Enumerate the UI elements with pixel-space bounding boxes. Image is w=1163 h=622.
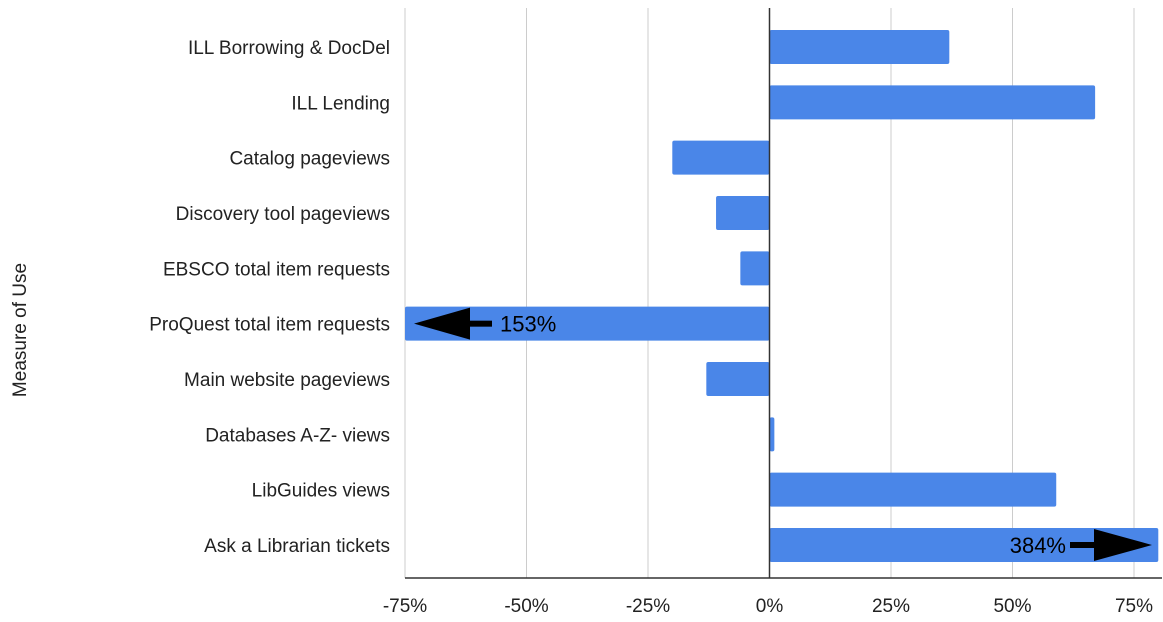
arrow-right-icon <box>1094 529 1152 561</box>
bars <box>405 30 1159 562</box>
x-tick-label: -50% <box>504 596 548 617</box>
bar <box>769 85 1096 120</box>
bar <box>405 306 770 341</box>
bar <box>740 251 770 286</box>
x-tick-label: 50% <box>993 596 1031 617</box>
annotation-label: 153% <box>500 312 556 337</box>
bar <box>706 362 770 396</box>
bar <box>716 196 770 230</box>
y-axis-title: Measure of Use <box>10 263 31 397</box>
category-label: Discovery tool pageviews <box>176 204 390 225</box>
arrow-left-icon <box>414 307 470 340</box>
category-label: Main website pageviews <box>184 370 390 391</box>
category-label: ProQuest total item requests <box>149 315 390 336</box>
bar <box>769 30 950 64</box>
category-label: Ask a Librarian tickets <box>204 536 390 557</box>
category-label: ILL Lending <box>291 93 390 114</box>
category-label: LibGuides views <box>252 481 390 502</box>
bar <box>769 417 775 452</box>
annotation-label: 384% <box>1010 533 1066 558</box>
category-label: Catalog pageviews <box>229 149 390 170</box>
x-tick-label: 25% <box>872 596 910 617</box>
bar <box>672 140 770 175</box>
category-label: Databases A-Z- views <box>205 425 390 446</box>
bar <box>769 528 1159 562</box>
x-tick-label: 0% <box>756 596 784 617</box>
annotation-arrow-shaft <box>1070 542 1114 548</box>
x-tick-label: -25% <box>626 596 670 617</box>
category-label: EBSCO total item requests <box>163 259 390 280</box>
x-tick-label: -75% <box>383 596 427 617</box>
axes: -75% -50% -25% 0% 25% 50% 75% ILL Borrowing & D… <box>149 8 1162 617</box>
annotations: 153% 384% <box>414 307 1152 561</box>
bar <box>769 472 1057 507</box>
x-tick-label: 75% <box>1115 596 1153 617</box>
annotation-arrow-shaft <box>450 320 492 327</box>
category-label: ILL Borrowing & DocDel <box>188 38 390 59</box>
